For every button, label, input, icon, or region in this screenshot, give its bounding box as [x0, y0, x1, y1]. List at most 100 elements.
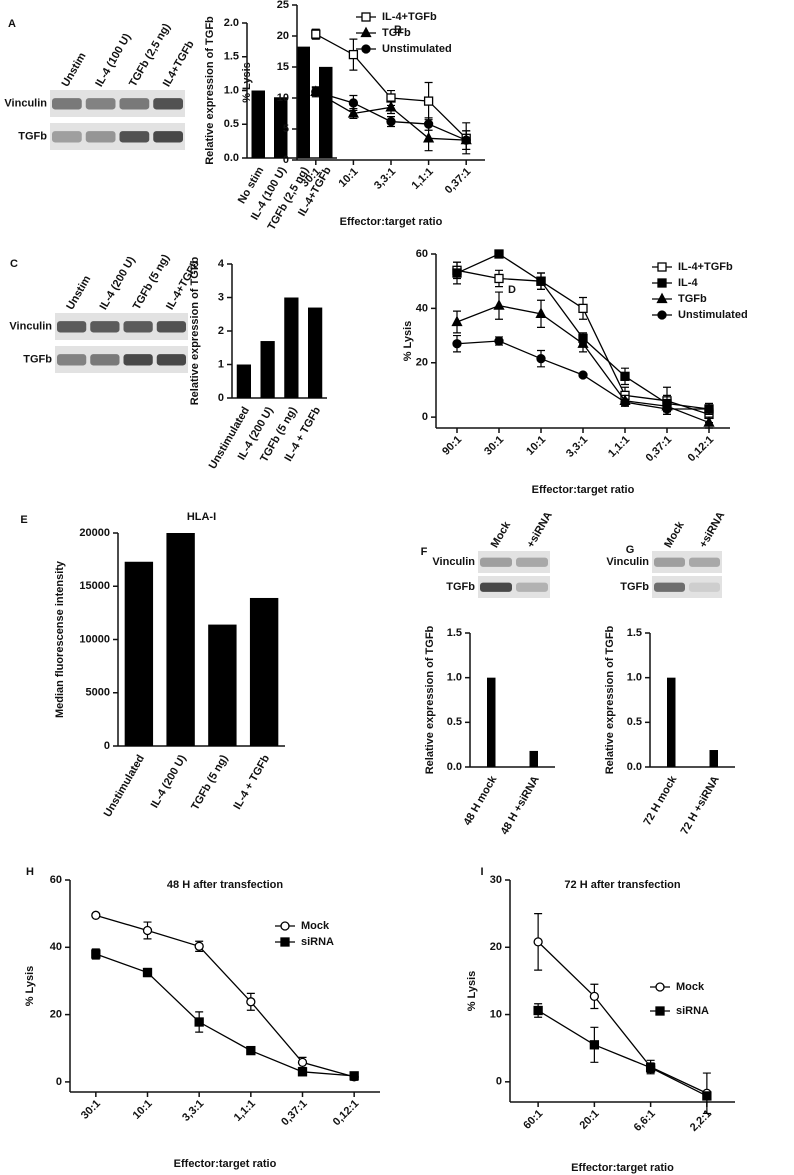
x-tick-label: 0,37:1 — [279, 1098, 310, 1129]
marker — [655, 1006, 665, 1016]
blot-band — [57, 321, 87, 333]
legend-label: Mock — [301, 920, 330, 932]
y-tick-label: 10000 — [79, 633, 110, 645]
blot-band — [57, 354, 87, 366]
marker — [423, 131, 435, 143]
marker — [589, 1040, 600, 1050]
y-tick-label: 20 — [277, 30, 289, 42]
marker — [655, 982, 665, 992]
marker — [589, 991, 600, 1002]
y-tick-label: 1.5 — [447, 627, 462, 639]
bar — [667, 677, 676, 767]
y-tick-label: 0 — [283, 154, 289, 166]
y-tick-label: 40 — [416, 302, 428, 314]
x-tick-label: 2,2:1 — [688, 1108, 714, 1134]
blot-row-label: Vinculin — [606, 556, 649, 568]
x-tick-label: TGFb (5 ng) — [189, 753, 230, 813]
marker — [657, 310, 667, 320]
x-tick-label: 72 H mock — [641, 773, 679, 827]
marker — [361, 12, 371, 22]
blot-lane-label: +siRNA — [525, 510, 555, 550]
y-tick-label: 0.5 — [224, 118, 239, 130]
y-tick-label: 1.0 — [224, 84, 239, 96]
x-tick-label: 48 H +siRNA — [499, 774, 542, 837]
blot-band — [480, 557, 512, 567]
y-tick-label: 10 — [490, 1008, 502, 1020]
y-tick-label: 0 — [496, 1076, 502, 1088]
marker — [360, 26, 372, 38]
y-tick-label: 10 — [277, 92, 289, 104]
y-tick-label: 20000 — [79, 527, 110, 539]
blot-band — [516, 557, 548, 567]
marker — [702, 1091, 712, 1101]
marker — [348, 98, 359, 108]
marker — [297, 1067, 308, 1077]
blot-row-label: Vinculin — [9, 320, 52, 332]
y-tick-label: 1.5 — [627, 627, 642, 639]
blot-lane-label: Mock — [489, 519, 514, 550]
x-tick-label: 48 H mock — [461, 773, 499, 827]
marker — [536, 276, 546, 286]
blot-band — [654, 557, 685, 567]
y-axis-label: Relative expression of TGFb — [604, 625, 616, 774]
y-tick-label: 5 — [283, 123, 289, 135]
y-tick-label: 60 — [50, 874, 62, 886]
bar — [251, 90, 265, 158]
x-axis-label: Effector:target ratio — [571, 1162, 674, 1174]
panel: D 0 20 40 60 % Lysis Effector:target ratio 90:1… — [402, 248, 748, 496]
panel: E HLA-I 0 5000 10000 15000 20000 Median fluores… — [20, 511, 285, 819]
marker — [246, 997, 256, 1007]
marker — [142, 967, 153, 978]
blot-lane-label: +siRNA — [697, 510, 727, 550]
blot-band — [85, 131, 116, 143]
legend-label: IL-4 — [678, 277, 698, 289]
y-tick-label: 1 — [218, 358, 224, 370]
blot-row-label: Vinculin — [432, 556, 475, 568]
x-tick-label: 72 H +siRNA — [679, 774, 722, 837]
marker — [451, 315, 463, 327]
panel: I 72 H after transfection 0 10 20 30 % Lysis Ef… — [466, 866, 735, 1174]
marker — [656, 292, 668, 304]
marker — [91, 949, 101, 959]
panel-letter: B — [394, 24, 402, 36]
bar — [208, 624, 237, 746]
blot-lane-label: IL4+TGFb — [161, 39, 197, 89]
x-tick-label: Unstimulated — [102, 753, 147, 819]
y-axis-label: % Lysis — [402, 321, 414, 362]
blot-band — [516, 582, 548, 592]
marker — [645, 1063, 656, 1073]
marker — [657, 262, 667, 272]
panel-letter: C — [10, 258, 18, 270]
blot-band — [123, 321, 153, 333]
blot-row — [652, 576, 722, 598]
y-axis-label: Relative expression of TGFb — [204, 16, 216, 165]
blot-band — [689, 582, 720, 592]
x-tick-label: 30:1 — [482, 434, 506, 458]
marker — [494, 273, 504, 284]
panel-letter: G — [626, 544, 635, 556]
panel-letter: F — [421, 546, 428, 558]
marker — [423, 119, 434, 129]
blot-band — [153, 98, 183, 110]
blot-band — [156, 321, 186, 333]
x-tick-label: 90:1 — [440, 434, 464, 458]
blot-band — [119, 131, 150, 143]
panel: H 48 H after transfection 0 20 40 60 % Lysis Ef… — [24, 866, 380, 1170]
y-axis-label: % Lysis — [466, 971, 478, 1012]
bar — [529, 750, 538, 767]
x-axis-label: Effector:target ratio — [532, 484, 635, 496]
x-tick-label: 10:1 — [337, 166, 361, 190]
x-tick-label: 20:1 — [577, 1108, 601, 1132]
marker — [533, 1005, 543, 1016]
y-tick-label: 1.5 — [224, 51, 239, 63]
marker — [536, 354, 546, 364]
marker — [578, 370, 588, 380]
y-tick-label: 15000 — [79, 580, 110, 592]
blot-band — [480, 582, 512, 592]
y-tick-label: 2.0 — [224, 17, 239, 29]
legend-label: TGFb — [678, 293, 707, 305]
x-tick-label: 1,1:1 — [232, 1098, 258, 1124]
marker — [385, 100, 397, 112]
